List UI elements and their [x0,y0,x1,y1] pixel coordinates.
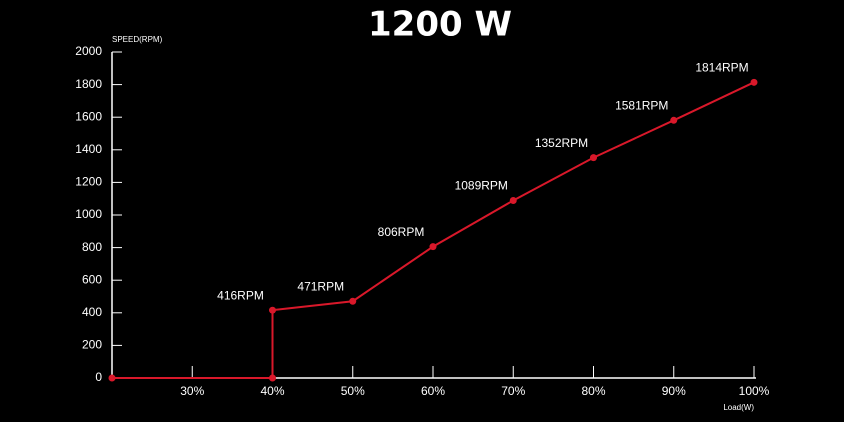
x-tick-label: 60% [421,384,445,398]
point [509,196,517,204]
y-tick-label: 2000 [75,44,102,58]
point [349,297,357,305]
x-tick-label: 40% [260,384,284,398]
x-tick-label: 30% [180,384,204,398]
x-tick-label: 100% [739,384,770,398]
x-axis-label: Load(W) [723,403,754,412]
value-label: 1814RPM [695,60,748,74]
value-label: 471RPM [297,279,344,293]
x-tick-label: 90% [662,384,686,398]
x-tick-label: 50% [341,384,365,398]
value-label: 806RPM [378,225,425,239]
value-label: 1581RPM [615,98,668,112]
point [670,116,678,124]
point [269,306,276,314]
value-label: 416RPM [217,288,264,302]
point [750,78,758,86]
y-tick-label: 1600 [75,109,102,123]
y-tick-label: 1000 [75,207,102,221]
point [429,243,437,251]
y-axis-label: SPEED(RPM) [112,35,163,44]
y-tick-label: 600 [82,272,102,286]
point [269,374,276,382]
value-label: 1089RPM [455,179,508,193]
x-tick-label: 70% [501,384,525,398]
point [108,374,116,382]
y-tick-label: 1200 [75,175,102,189]
value-label: 1352RPM [535,136,588,150]
x-tick-label: 80% [581,384,605,398]
y-tick-label: 1800 [75,77,102,91]
y-tick-label: 200 [82,338,102,352]
series-line [112,81,755,379]
y-tick-label: 0 [95,370,102,384]
point [590,154,597,162]
y-tick-label: 1400 [75,142,102,156]
y-tick-label: 400 [82,305,102,319]
chart-title: 1200 W [368,5,512,45]
y-tick-label: 800 [82,240,102,254]
